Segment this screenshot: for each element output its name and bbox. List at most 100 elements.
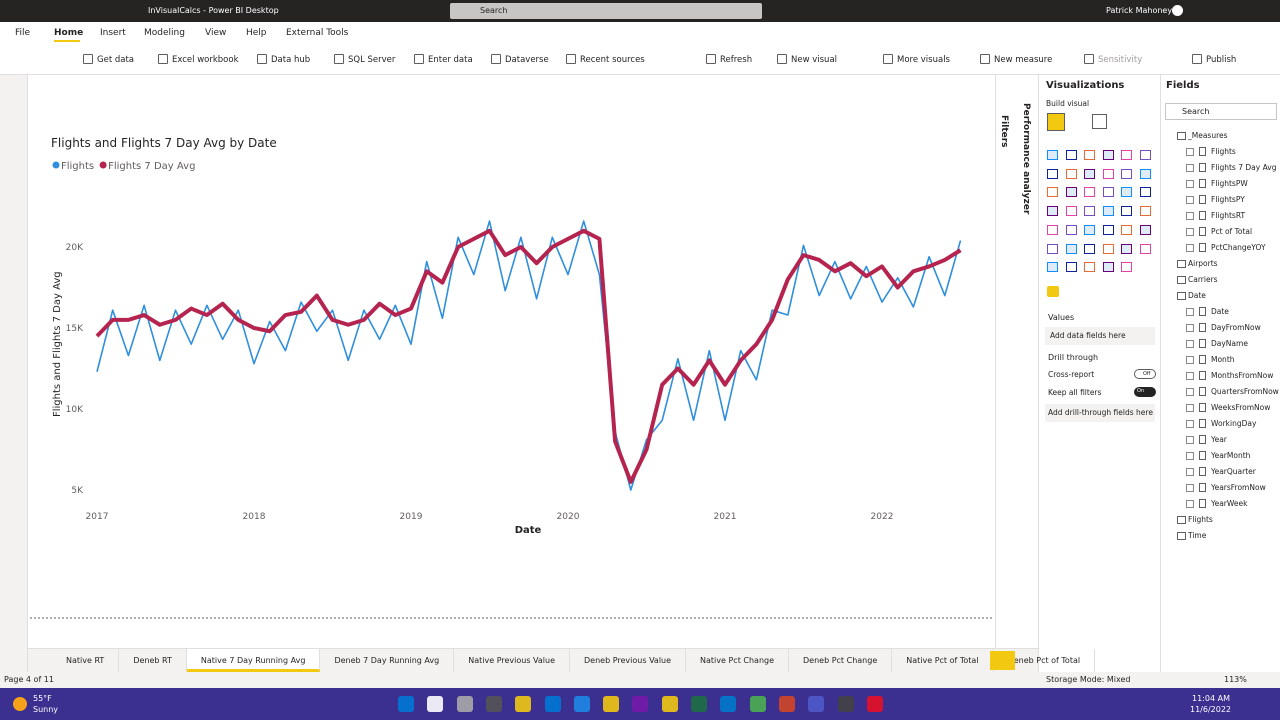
viz-icon[interactable] xyxy=(1121,187,1132,198)
field-name[interactable]: QuartersFromNow xyxy=(1211,387,1279,396)
drop-well[interactable]: Add data fields here xyxy=(1045,327,1155,345)
taskbar-app[interactable] xyxy=(661,696,678,712)
viz-icon[interactable] xyxy=(1065,168,1077,179)
viz-icon[interactable] xyxy=(1102,224,1114,235)
format-tab[interactable] xyxy=(1092,114,1107,129)
viz-icon[interactable] xyxy=(1084,206,1095,217)
field-name[interactable]: YearQuarter xyxy=(1211,467,1256,476)
field-name[interactable]: PctChangeYOY xyxy=(1211,243,1266,252)
viz-icon[interactable] xyxy=(1084,224,1095,235)
checkbox[interactable] xyxy=(1186,340,1194,348)
field-name[interactable]: WeeksFromNow xyxy=(1211,403,1271,412)
checkbox[interactable] xyxy=(1186,180,1194,188)
ribbon-button[interactable]: More visuals xyxy=(897,55,950,65)
taskbar-app[interactable] xyxy=(456,696,473,712)
checkbox[interactable] xyxy=(1186,196,1194,204)
viz-icon[interactable] xyxy=(1102,206,1114,217)
taskbar-app[interactable] xyxy=(515,696,532,712)
checkbox[interactable] xyxy=(1186,452,1194,460)
taskbar-app[interactable] xyxy=(485,696,502,712)
field-name[interactable]: FlightsRT xyxy=(1211,211,1246,220)
viz-icon[interactable] xyxy=(1102,243,1114,254)
ribbon-button[interactable]: New visual xyxy=(791,55,838,65)
viz-icon[interactable] xyxy=(1121,206,1132,217)
viz-icon[interactable] xyxy=(1121,168,1132,179)
taskbar-app[interactable] xyxy=(691,696,707,712)
taskbar-app[interactable] xyxy=(778,696,795,712)
viz-icon[interactable] xyxy=(1139,187,1151,198)
viz-icon[interactable] xyxy=(1102,150,1114,160)
taskbar-app[interactable] xyxy=(427,696,444,712)
checkbox[interactable] xyxy=(1186,212,1194,220)
add-page[interactable] xyxy=(990,651,1015,670)
page-tab[interactable]: Native RT xyxy=(52,649,120,672)
ribbon-button[interactable]: Publish xyxy=(1206,55,1237,65)
table-name[interactable]: Carriers xyxy=(1188,275,1218,284)
ribbon-button[interactable]: Refresh xyxy=(720,55,753,65)
checkbox[interactable] xyxy=(1186,372,1194,380)
field-name[interactable]: Pct of Total xyxy=(1211,227,1253,236)
toggle[interactable]: On xyxy=(1134,387,1156,397)
viz-icon[interactable] xyxy=(1047,168,1058,179)
viz-icon[interactable] xyxy=(1139,168,1151,179)
field-name[interactable]: FlightsPW xyxy=(1211,179,1248,188)
build-tab[interactable] xyxy=(1047,113,1065,131)
checkbox[interactable] xyxy=(1186,420,1194,428)
taskbar-app[interactable] xyxy=(720,696,737,712)
ribbon-button[interactable]: Sensitivity xyxy=(1098,55,1143,65)
table-name[interactable]: Date xyxy=(1188,291,1206,300)
page-tab[interactable]: Native Pct Change xyxy=(686,649,790,672)
field-name[interactable]: Flights xyxy=(1211,147,1236,156)
field-name[interactable]: MonthsFromNow xyxy=(1211,371,1274,380)
viz-icon[interactable] xyxy=(1065,224,1077,235)
viz-icon[interactable] xyxy=(1102,187,1114,198)
checkbox[interactable] xyxy=(1186,308,1194,316)
taskbar-app[interactable] xyxy=(837,696,854,712)
viz-icon[interactable] xyxy=(1139,206,1151,217)
page-tab[interactable]: Deneb 7 Day Running Avg xyxy=(320,649,455,672)
viz-icon[interactable] xyxy=(1065,243,1077,254)
checkbox[interactable] xyxy=(1186,500,1194,508)
ribbon-button[interactable]: Excel workbook xyxy=(172,55,239,65)
viz-icon[interactable] xyxy=(1065,262,1077,273)
page-tab[interactable]: Deneb RT xyxy=(119,649,187,672)
field-name[interactable]: YearWeek xyxy=(1211,499,1248,508)
ribbon-button[interactable]: SQL Server xyxy=(348,55,396,65)
viz-icon[interactable] xyxy=(1065,206,1077,217)
field-name[interactable]: DayFromNow xyxy=(1211,323,1261,332)
page-tab[interactable]: Deneb Previous Value xyxy=(570,649,687,672)
ribbon-tab[interactable]: View xyxy=(205,28,227,38)
taskbar-app[interactable] xyxy=(808,696,825,712)
drop-well[interactable]: Add drill-through fields here xyxy=(1045,404,1155,422)
checkbox[interactable] xyxy=(1186,388,1194,396)
field-name[interactable]: YearMonth xyxy=(1211,451,1251,460)
search-box[interactable]: Search xyxy=(450,3,762,19)
checkbox[interactable] xyxy=(1186,436,1194,444)
checkbox[interactable] xyxy=(1186,228,1194,236)
viz-icon[interactable] xyxy=(1084,187,1095,198)
toggle[interactable]: Off xyxy=(1134,369,1156,379)
viz-icon[interactable] xyxy=(1065,187,1077,198)
ribbon-tab[interactable]: Insert xyxy=(100,28,126,38)
field-name[interactable]: Date xyxy=(1211,307,1229,316)
viz-icon[interactable] xyxy=(1084,262,1095,273)
viz-icon[interactable] xyxy=(1102,168,1114,179)
field-name[interactable]: FlightsPY xyxy=(1211,195,1245,204)
taskbar-app[interactable] xyxy=(573,696,590,712)
field-name[interactable]: Year xyxy=(1211,435,1227,444)
viz-icon[interactable] xyxy=(1047,243,1058,254)
viz-icon[interactable] xyxy=(1047,206,1058,217)
field-name[interactable]: WorkingDay xyxy=(1211,419,1257,428)
taskbar-app[interactable] xyxy=(866,696,883,712)
page-tab[interactable]: Deneb Pct Change xyxy=(789,649,893,672)
checkbox[interactable] xyxy=(1186,404,1194,412)
field-name[interactable]: YearsFromNow xyxy=(1211,483,1266,492)
taskbar-app[interactable] xyxy=(632,696,649,712)
ribbon-tab[interactable]: Modeling xyxy=(144,28,185,38)
ribbon-button[interactable]: New measure xyxy=(994,55,1053,65)
checkbox[interactable] xyxy=(1186,468,1194,476)
field-name[interactable]: Flights 7 Day Avg xyxy=(1211,163,1277,172)
viz-icon[interactable] xyxy=(1121,262,1132,273)
checkbox[interactable] xyxy=(1186,356,1194,364)
ribbon-button[interactable]: Data hub xyxy=(271,55,311,65)
